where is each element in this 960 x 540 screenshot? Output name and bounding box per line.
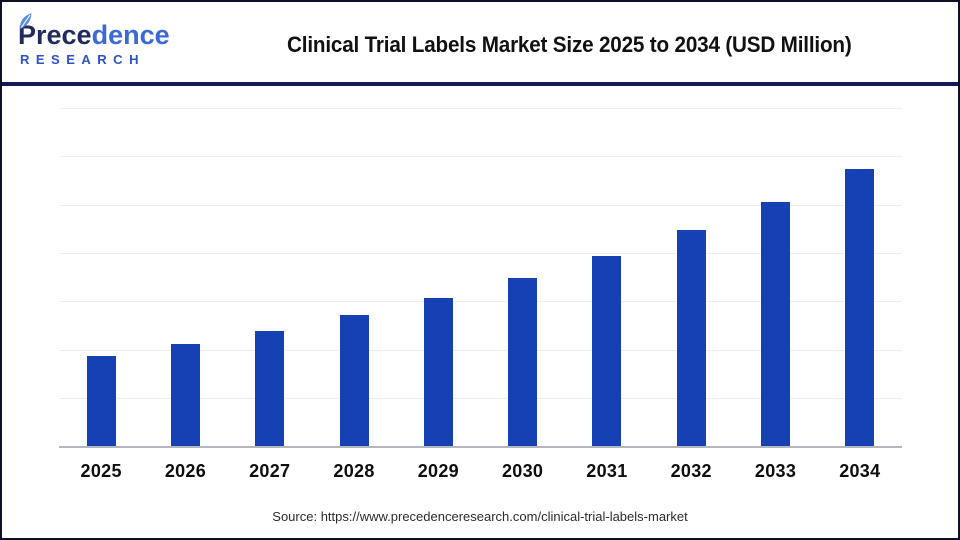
gridline [59,301,902,302]
bar-slot [818,169,902,446]
gridline [59,398,902,399]
bar-2032 [676,230,706,446]
gridline [59,350,902,351]
source-line: Source: https://www.precedenceresearch.c… [272,509,688,524]
x-axis-label-2030: 2030 [502,461,544,481]
x-axis-label-2032: 2032 [670,461,712,481]
gridline [59,205,902,206]
x-axis-label-2031: 2031 [586,461,628,481]
x-axis-label-2026: 2026 [164,461,207,481]
logo-text-part2: dence [91,19,170,50]
x-axis-label-2028: 2028 [333,461,375,481]
leaf-icon [20,12,32,29]
bar-slot [396,298,480,446]
logo-subtitle: RESEARCH [20,51,145,67]
x-axis-label-2025: 2025 [80,461,122,481]
precedence-research-logo: Precedence RESEARCH [18,12,190,67]
bar-slot [649,230,733,446]
bar-slot [143,344,227,446]
bar-slot [228,331,312,446]
bar-slot [480,278,564,446]
gridline [59,108,902,109]
header: Precedence RESEARCH Clinical Trial Label… [2,2,958,82]
bar-2026 [170,344,200,446]
gridline [59,253,902,254]
bar-2029 [423,298,453,446]
bar-2034 [845,169,875,446]
logo-wordmark: Precedence [18,12,190,50]
x-axis-label-2034: 2034 [839,461,881,481]
x-axis-labels: 2025 2026 2027 2028 2029 2030 2031 2032 2033 2034 [59,461,902,482]
bar-2033 [761,202,791,446]
x-axis-label-2027: 2027 [249,461,291,481]
x-axis-label-2029: 2029 [417,461,459,481]
page-title: Clinical Trial Labels Market Size 2025 t… [286,32,852,57]
plot-area [59,108,902,448]
bar-2028 [339,315,369,446]
header-divider [2,82,958,86]
bars-container [59,108,902,446]
gridline [59,156,902,157]
title-area: Clinical Trial Labels Market Size 2025 t… [190,26,948,58]
bar-2030 [508,278,538,446]
bar-slot [59,356,143,446]
bar-slot [565,256,649,446]
bar-2027 [255,331,285,446]
x-axis-label-2033: 2033 [754,461,797,481]
bar-2031 [592,256,622,446]
bar-2025 [86,356,116,446]
logo-text-part1: Prece [18,19,92,50]
bar-slot [312,315,396,446]
bar-chart: 2025 2026 2027 2028 2029 2030 2031 2032 2033 2034 [2,86,958,491]
bar-slot [733,202,817,446]
